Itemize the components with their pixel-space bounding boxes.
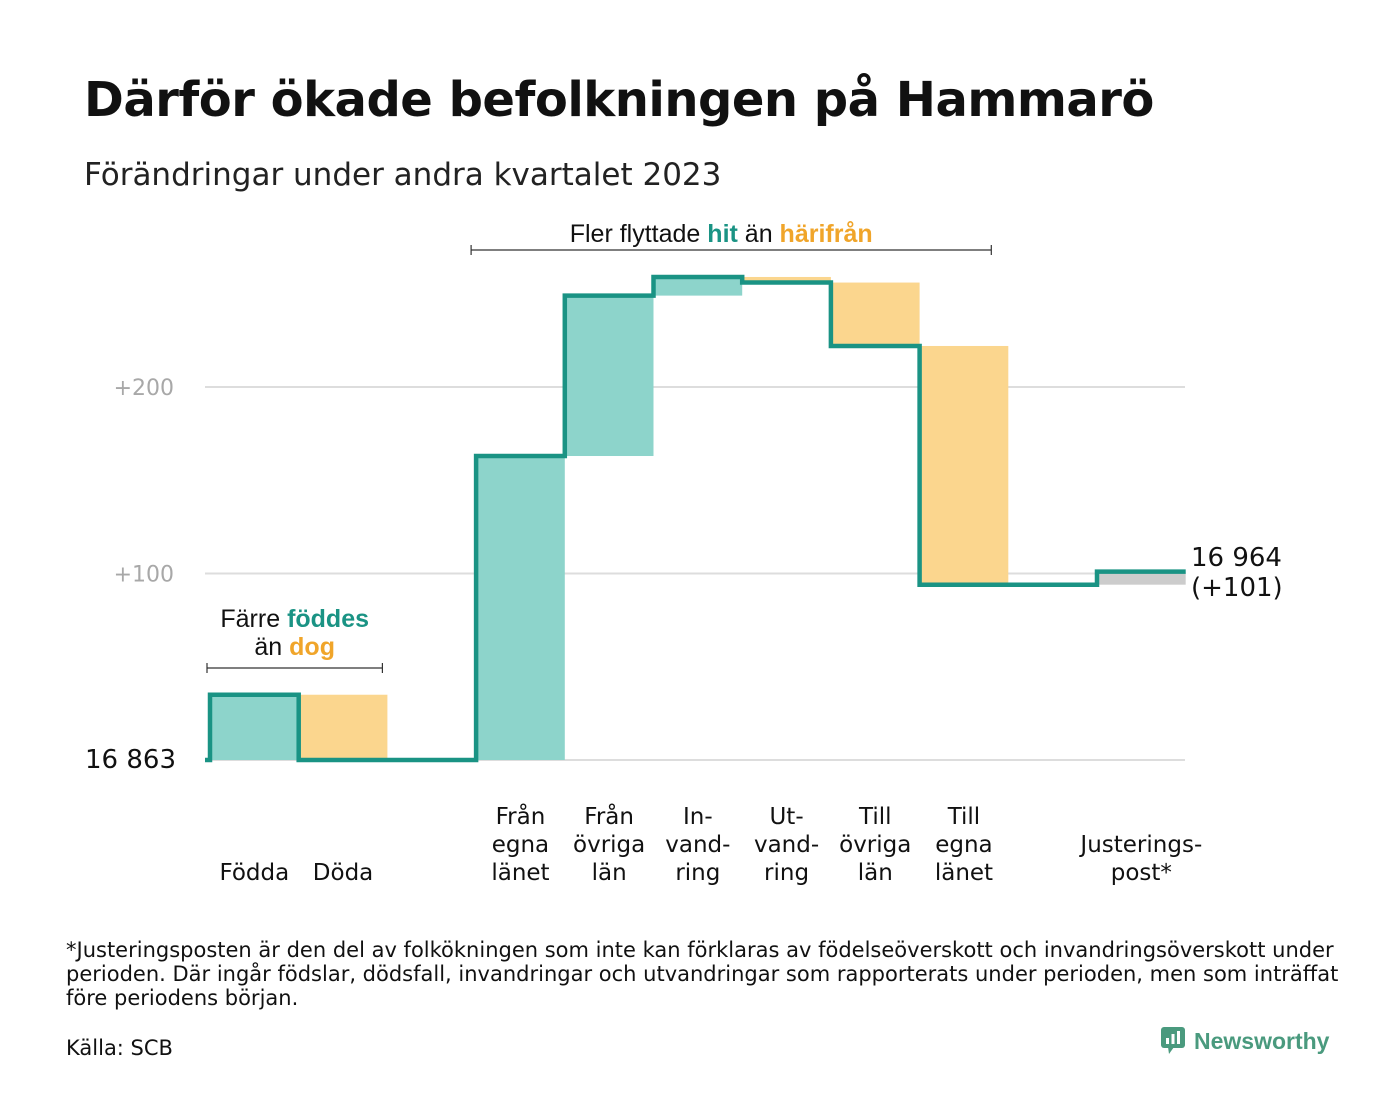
category-label: egna [492,832,549,858]
footnote: *Justeringsposten är den del av folkökni… [66,938,1339,1010]
waterfall-bar [653,276,743,296]
y-tick-label: +200 [114,376,174,401]
category-label: länet [491,860,549,886]
waterfall-bar [476,456,565,760]
chart-title: Därför ökade befolkningen på Hammarö [84,72,1154,128]
category-label: övriga [573,832,645,858]
waterfall-bar [564,295,654,457]
category-label: egna [935,832,992,858]
category-label: ring [675,860,720,886]
category-label: länet [935,860,993,886]
category-label: Från [496,802,546,830]
y-tick-label: +100 [114,563,174,588]
annotation-migration: Fler flyttade hit än härifrån [570,220,873,248]
newsworthy-logo-icon [1161,1027,1185,1054]
waterfall-bar [210,694,299,760]
waterfall-bar [830,282,920,346]
category-label: län [592,860,627,886]
category-label: ring [764,860,809,886]
waterfall-bar [919,345,1009,585]
category-label: vand- [754,832,819,858]
source-note: Källa: SCB [66,1036,173,1060]
baseline-label: 16 863 [85,745,176,775]
brand-logo: Newsworthy [1160,1026,1329,1056]
category-label: övriga [839,832,911,858]
category-label: Döda [313,860,373,886]
category-label: Födda [219,860,289,886]
category-label: Till [858,804,892,830]
waterfall-bar [742,276,831,283]
cumulative-line [205,274,1186,763]
end-change-label: (+101) [1191,573,1283,603]
annotation-births-line2: än dog [254,633,335,661]
waterfall-bar [1097,571,1186,585]
chart-subtitle: Förändringar under andra kvartalet 2023 [84,157,722,193]
category-label: Ut- [769,804,803,830]
end-value-label: 16 964 [1191,543,1282,573]
annotation-births-line1: Färre föddes [220,605,369,633]
brand-name: Newsworthy [1194,1027,1330,1054]
category-label: Till [947,804,981,830]
category-label: Från [584,802,634,830]
category-label: vand- [665,832,730,858]
category-label: län [858,860,893,886]
category-label: In- [683,804,713,830]
category-label: Justerings- [1078,832,1202,858]
waterfall-bar [298,694,388,760]
category-label: post* [1111,860,1172,886]
